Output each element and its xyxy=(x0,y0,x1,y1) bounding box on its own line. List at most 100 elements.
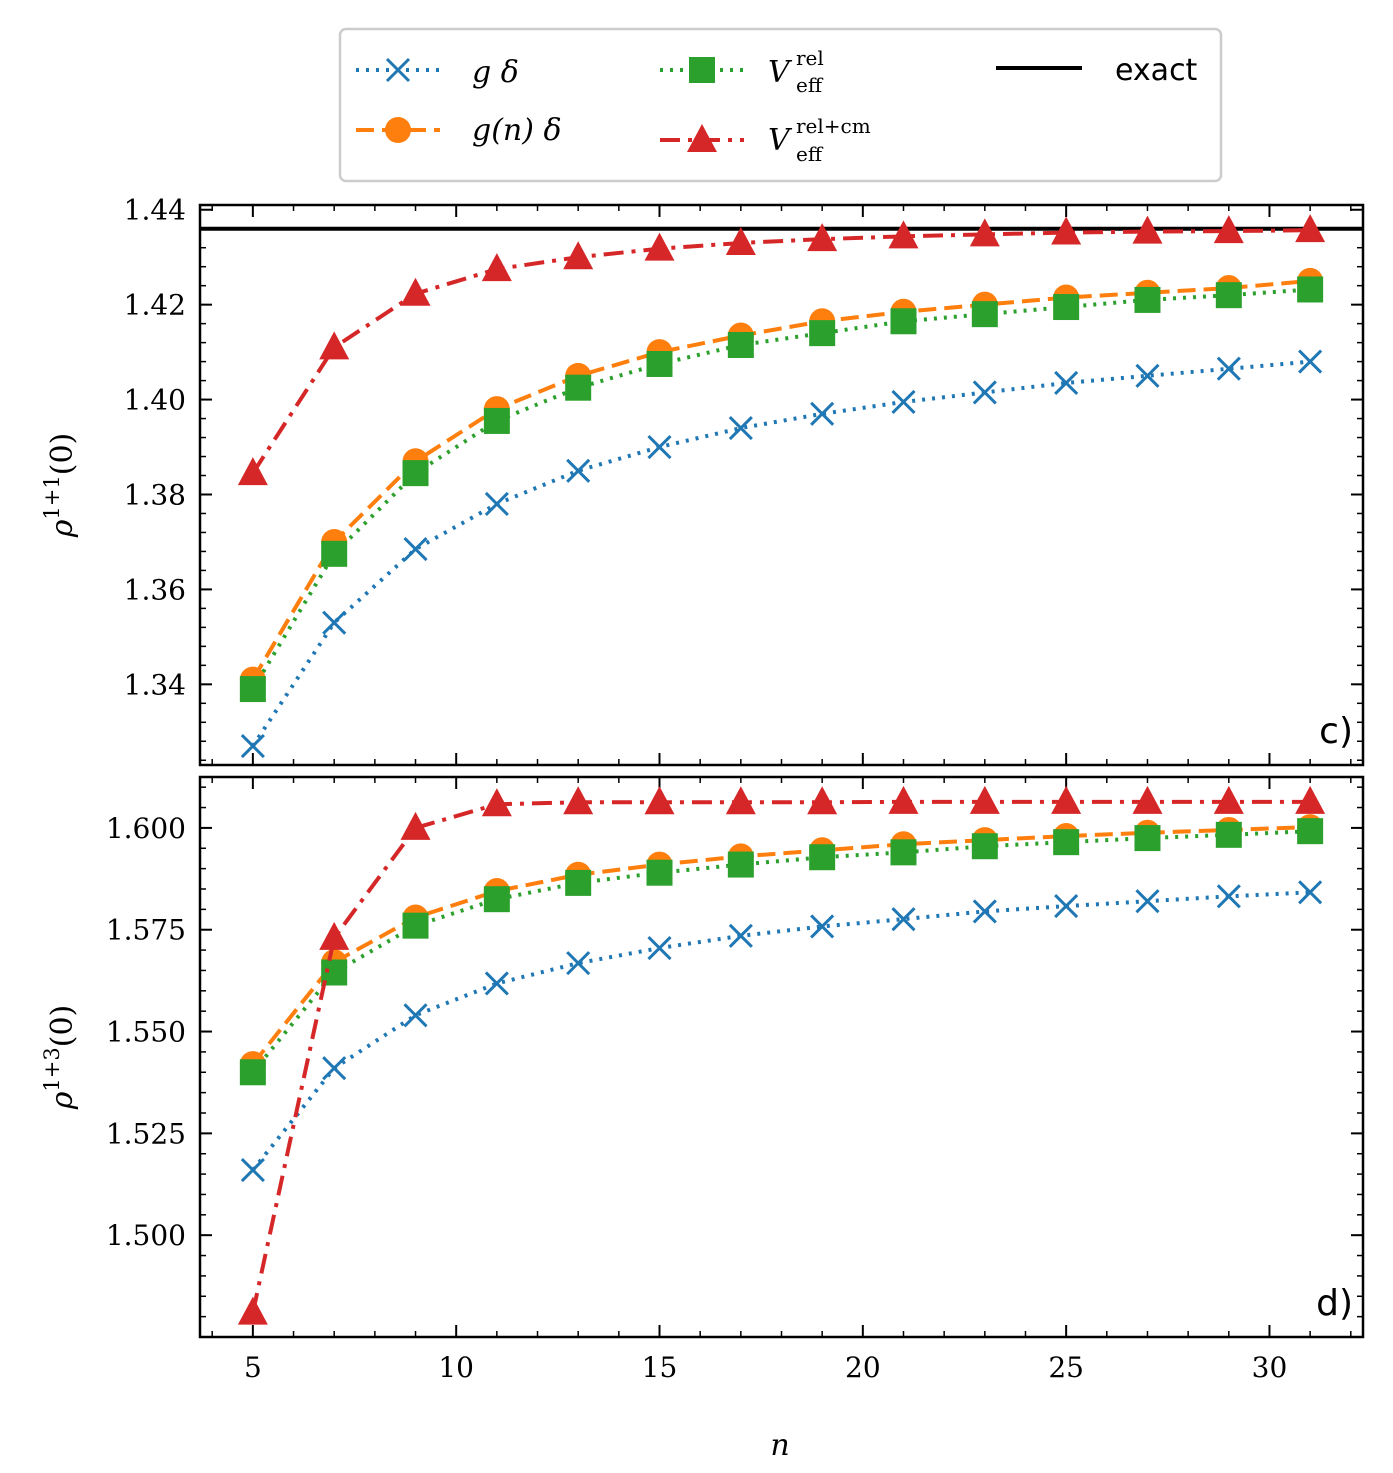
data-point-g_delta-stroke-b xyxy=(728,923,753,948)
data-point-veff_rel xyxy=(890,839,917,866)
legend-label-veff-relcm-sub: eff xyxy=(796,142,824,166)
data-point-veff_rel xyxy=(565,869,592,896)
data-point-g_delta xyxy=(647,935,672,961)
data-point-veff_rel xyxy=(1297,818,1324,845)
y-axis-label-tail: (0) xyxy=(45,433,80,476)
x-tick-label: 5 xyxy=(244,1351,262,1384)
data-point-g_delta-stroke-b xyxy=(1135,889,1160,914)
y-tick-label: 1.36 xyxy=(124,573,186,606)
series-line-g_delta xyxy=(251,359,1311,748)
data-point-veff_rel_cm xyxy=(725,226,756,255)
data-point-veff_rel xyxy=(402,912,429,939)
data-point-g_delta-stroke-b xyxy=(1054,370,1079,396)
x-tick-label: 15 xyxy=(642,1351,678,1384)
data-point-veff_rel_cm xyxy=(1051,216,1082,245)
y-tick-label: 1.525 xyxy=(106,1117,186,1150)
data-point-g_delta xyxy=(891,389,916,415)
data-point-veff_rel xyxy=(1297,276,1324,303)
data-point-g_delta xyxy=(972,380,997,405)
data-point-g_delta-stroke-b xyxy=(1216,884,1241,909)
data-point-veff_rel xyxy=(890,308,917,335)
data-point-veff_rel xyxy=(1134,825,1161,852)
data-point-g_delta xyxy=(1135,889,1160,914)
legend-label-exact: exact xyxy=(1115,53,1198,88)
data-point-g_delta-stroke-b xyxy=(1135,363,1160,388)
data-point-g_delta xyxy=(484,971,509,996)
y-tick-label: 1.500 xyxy=(106,1219,186,1252)
data-point-g_delta xyxy=(810,914,835,939)
y-tick-label: 1.42 xyxy=(124,289,186,322)
data-point-veff_rel xyxy=(646,859,673,886)
y-axis-label-sup: 1+1 xyxy=(40,475,64,519)
data-point-g_delta-stroke-b xyxy=(403,537,428,562)
data-point-g_delta-stroke-b xyxy=(484,971,509,996)
data-point-g_delta-stroke-b xyxy=(484,491,509,517)
data-point-veff_rel_cm xyxy=(1132,785,1163,814)
axes-frame xyxy=(198,203,1365,767)
data-point-g_delta xyxy=(1298,349,1323,374)
data-point-g_delta xyxy=(322,610,347,635)
data-point-veff_rel xyxy=(1134,286,1161,313)
series-line-g_n_delta xyxy=(251,825,1311,1066)
data-point-veff_rel_cm xyxy=(319,921,350,950)
data-point-veff_rel_cm xyxy=(400,811,431,840)
data-point-veff_rel_cm xyxy=(1213,785,1244,814)
data-point-veff_rel_cm xyxy=(1295,785,1326,814)
data-point-g_delta xyxy=(403,537,428,562)
x-tick-label: 30 xyxy=(1252,1351,1288,1384)
legend-marker-g_n_delta xyxy=(385,117,411,143)
legend-label-veff-rel: V xyxy=(768,55,793,90)
panel-label: c) xyxy=(1319,711,1353,752)
y-axis-label-tail: (0) xyxy=(45,1005,80,1048)
series-line-veff_rel_cm xyxy=(250,799,1311,1313)
data-point-g_delta xyxy=(728,923,753,948)
data-point-veff_rel xyxy=(483,886,510,913)
legend-label-g-delta: g δ xyxy=(472,55,519,90)
data-point-veff_rel xyxy=(727,332,754,358)
panel-label: d) xyxy=(1316,1283,1353,1324)
data-point-veff_rel_cm xyxy=(481,788,512,817)
data-point-veff_rel xyxy=(483,407,510,434)
legend-marker-veff_rel_cm xyxy=(687,124,717,152)
plot-area xyxy=(200,214,1363,759)
data-point-g_delta-stroke-b xyxy=(810,914,835,939)
legend-marker-g_delta xyxy=(385,57,411,83)
y-axis-label: ρ1+3(0) xyxy=(40,1005,80,1110)
data-point-veff_rel_cm xyxy=(969,218,1000,247)
data-point-veff_rel xyxy=(809,844,836,871)
y-tick-label: 1.550 xyxy=(106,1016,186,1049)
data-point-g_delta-stroke-b xyxy=(647,434,672,460)
data-point-veff_rel_cm xyxy=(807,223,838,252)
data-point-g_delta xyxy=(1135,363,1160,388)
x-axis-label: n xyxy=(770,1428,789,1463)
legend-marker-veff_rel xyxy=(689,57,715,83)
data-point-g_delta xyxy=(484,491,509,517)
y-tick-label: 1.44 xyxy=(124,194,186,227)
data-point-g_delta-stroke-b xyxy=(322,610,347,635)
data-point-veff_rel xyxy=(1215,821,1242,848)
data-point-veff_rel_cm xyxy=(1213,215,1244,244)
legend-frame xyxy=(338,27,1223,183)
data-point-g_delta xyxy=(240,1157,265,1183)
y-axis-label-sup: 1+3 xyxy=(40,1047,64,1091)
data-point-veff_rel_cm xyxy=(319,331,350,360)
data-point-veff_rel xyxy=(239,676,266,703)
data-point-veff_rel_cm xyxy=(644,232,675,261)
data-point-g_delta xyxy=(240,733,265,759)
data-point-veff_rel xyxy=(321,540,348,567)
data-point-g_delta-stroke-b xyxy=(1298,349,1323,374)
legend-label-g-n-delta: g(n) δ xyxy=(472,113,562,148)
data-point-veff_rel_cm xyxy=(1295,214,1326,243)
data-point-veff_rel_cm xyxy=(1051,785,1082,814)
data-point-veff_rel_cm xyxy=(563,241,594,270)
x-tick-label: 10 xyxy=(438,1351,474,1384)
data-point-g_delta-stroke-b xyxy=(1216,356,1241,381)
data-point-veff_rel xyxy=(971,301,998,328)
data-point-g_delta xyxy=(1216,356,1241,381)
legend-label-veff-rel-main: V xyxy=(768,55,793,90)
y-tick-label: 1.600 xyxy=(106,812,186,845)
legend: g δ g(n) δ V rel eff V rel+cm eff exact xyxy=(338,27,1223,183)
data-point-veff_rel_cm xyxy=(1132,215,1163,244)
data-point-g_delta-stroke-b xyxy=(728,415,753,441)
